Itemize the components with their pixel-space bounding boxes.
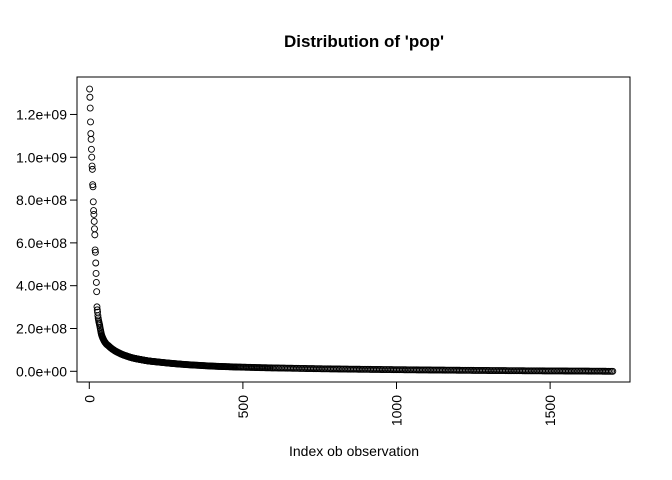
y-tick-label: 6.0e+08	[16, 235, 67, 251]
y-tick-label: 1.0e+09	[16, 149, 67, 165]
data-point	[89, 183, 97, 191]
chart-title: Distribution of 'pop'	[284, 32, 444, 51]
data-point	[88, 162, 96, 170]
data-point	[91, 248, 99, 256]
y-axis: 0.0e+00 2.0e+08 4.0e+08 6.0e+08 8.0e+08 1.0e+…	[16, 106, 78, 379]
data-point	[92, 259, 100, 267]
data-point	[87, 135, 95, 143]
y-tick-label: 0.0e+00	[16, 363, 67, 379]
data-point	[90, 207, 98, 215]
data-point	[91, 231, 99, 239]
x-axis-label: Index ob observation	[289, 443, 419, 459]
y-tick-label: 1.2e+09	[16, 106, 67, 122]
data-point	[93, 288, 101, 296]
data-point	[87, 118, 94, 126]
data-point	[90, 210, 98, 218]
x-tick-label: 0	[81, 395, 97, 403]
y-tick-label: 8.0e+08	[16, 192, 67, 208]
data-point	[91, 225, 98, 233]
data-point	[89, 198, 97, 206]
data-point	[213, 362, 221, 370]
points-layer	[86, 85, 617, 375]
x-tick-label: 1000	[389, 395, 405, 426]
data-point	[88, 165, 96, 173]
data-point	[86, 85, 94, 93]
x-axis: 0 500 1000 1500	[81, 381, 558, 426]
data-point	[91, 246, 99, 254]
data-point	[223, 363, 231, 371]
data-point	[92, 270, 100, 277]
data-point	[86, 93, 94, 101]
data-point	[608, 367, 616, 375]
data-point	[86, 104, 94, 112]
data-point	[90, 218, 98, 225]
data-point	[87, 145, 95, 153]
data-point	[92, 279, 100, 286]
data-point	[93, 303, 101, 311]
y-tick-label: 4.0e+08	[16, 278, 67, 294]
plot-area-frame	[76, 76, 631, 383]
x-tick-label: 500	[235, 395, 251, 419]
data-point	[88, 153, 96, 161]
y-tick-label: 2.0e+08	[16, 320, 67, 336]
data-point	[87, 130, 95, 138]
x-tick-label: 1500	[542, 395, 558, 426]
